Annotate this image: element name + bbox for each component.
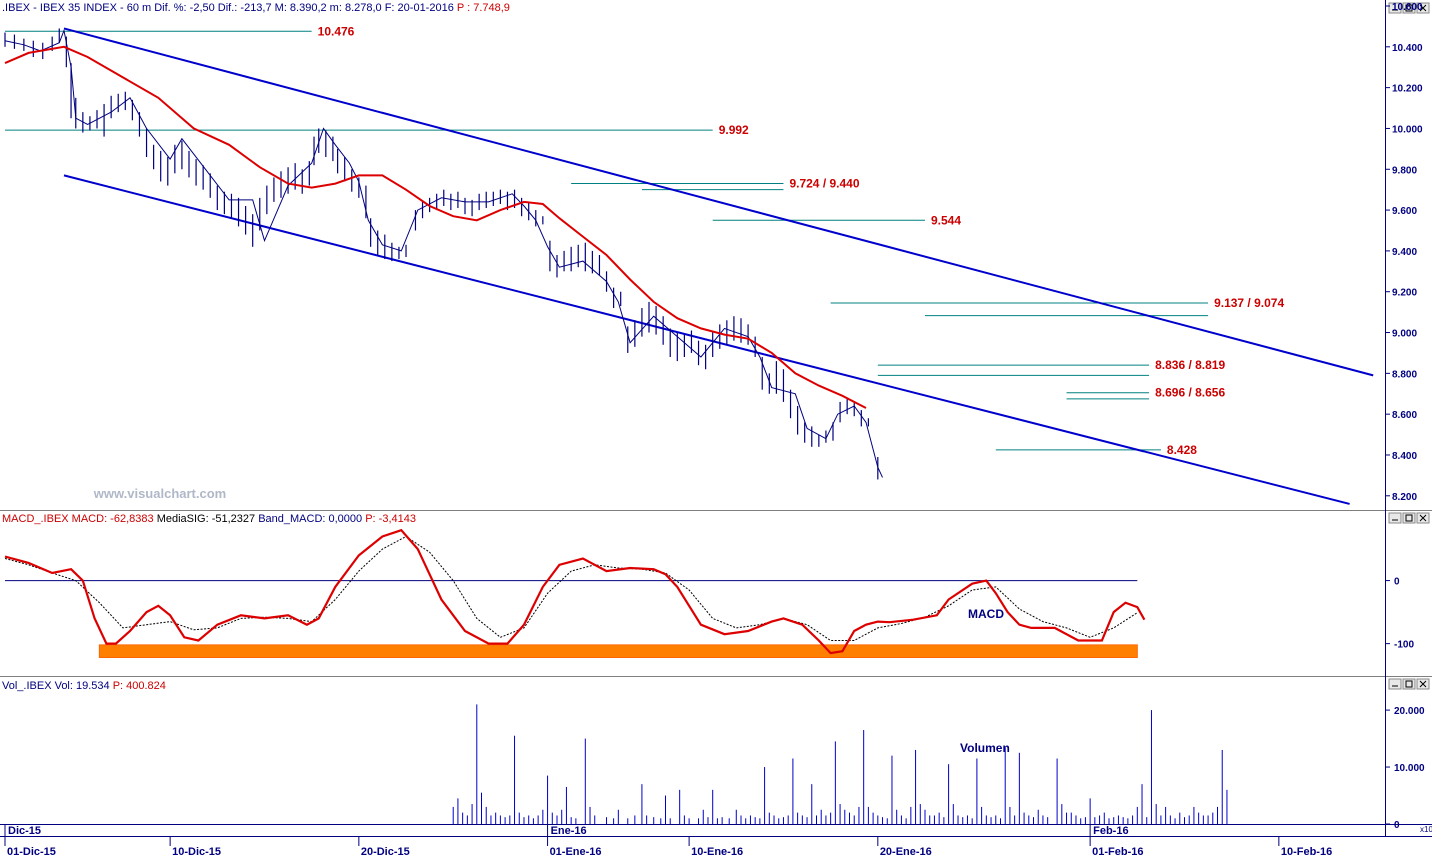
trend-channel-line bbox=[63, 174, 1350, 505]
y-axis-tick-label: 20.000 bbox=[1394, 706, 1425, 717]
close-button[interactable] bbox=[1416, 2, 1430, 14]
close-button[interactable] bbox=[1416, 678, 1430, 690]
macd-chart-area bbox=[4, 528, 1146, 658]
axis-multiplier: x10 bbox=[1420, 825, 1432, 834]
x-axis-month-label: Dic-15 bbox=[8, 825, 41, 837]
macd-panel-header: MACD_.IBEX MACD: -62,8383 MediaSIG: -51,… bbox=[2, 513, 416, 525]
price-series-line bbox=[4, 28, 883, 478]
signal-line bbox=[4, 535, 1138, 641]
volume-header-part: P: 400.824 bbox=[113, 680, 166, 692]
x-axis-tick-label: 01-Dic-15 bbox=[7, 846, 56, 857]
moving-average-line bbox=[4, 45, 867, 409]
y-axis-tick-label: 0 bbox=[1394, 577, 1400, 588]
y-axis-tick-label: 10.000 bbox=[1392, 124, 1423, 135]
y-axis-tick-label: 9.000 bbox=[1392, 329, 1417, 340]
y-axis-tick-label: 10.000 bbox=[1394, 763, 1425, 774]
macd-header-part: Band_MACD: 0,0000 bbox=[258, 513, 362, 525]
x-axis-tick-label: 10-Feb-16 bbox=[1281, 846, 1332, 857]
level-label: 8.428 bbox=[1167, 443, 1197, 457]
minimize-button[interactable] bbox=[1388, 512, 1402, 524]
maximize-button[interactable] bbox=[1402, 512, 1416, 524]
macd-header-part: MediaSIG: -51,2327 bbox=[157, 513, 255, 525]
watermark-text: www.visualchart.com bbox=[93, 486, 226, 501]
maximize-button[interactable] bbox=[1402, 2, 1416, 14]
y-axis-tick-label: -100 bbox=[1394, 640, 1414, 651]
price-header-part: .IBEX - IBEX 35 INDEX - 60 m Dif. %: -2,… bbox=[2, 2, 454, 14]
macd-window-controls bbox=[1388, 512, 1430, 524]
volume-window-controls bbox=[1388, 678, 1430, 690]
level-label: 9.544 bbox=[931, 213, 961, 227]
price-panel-background bbox=[0, 0, 1386, 510]
level-label: 9.992 bbox=[719, 123, 749, 137]
price-panel-header: .IBEX - IBEX 35 INDEX - 60 m Dif. %: -2,… bbox=[2, 2, 510, 14]
y-axis-tick-label: 10.200 bbox=[1392, 84, 1423, 95]
x-axis-tick-label: 01-Ene-16 bbox=[550, 846, 602, 857]
right-value-axis: 10.600 10.400 10.200 10.000 9.800 9.600 9.400 9… bbox=[1385, 2, 1425, 831]
price-header-bar bbox=[0, 0, 1386, 15]
y-axis-tick-label: 9.200 bbox=[1392, 288, 1417, 299]
price-window-controls bbox=[1388, 2, 1430, 14]
price-chart-area: 10.476 9.992 9.724 / 9.440 9.544 9.137 / 9.0… bbox=[4, 24, 1374, 505]
time-axis: Dic-15 Ene-16 Feb-16 01-Dic-15 10-Dic-15 20-D… bbox=[4, 824, 1332, 857]
macd-panel-label: MACD bbox=[968, 607, 1004, 621]
level-label: 10.476 bbox=[318, 24, 355, 38]
y-axis-tick-label: 8.800 bbox=[1392, 369, 1417, 380]
x-axis-tick-label: 10-Dic-15 bbox=[172, 846, 221, 857]
macd-header-part: MACD_.IBEX MACD: -62,8383 bbox=[2, 513, 154, 525]
x-axis-tick-label: 20-Ene-16 bbox=[880, 846, 932, 857]
volume-chart-area bbox=[452, 704, 1228, 824]
level-label: 9.137 / 9.074 bbox=[1214, 296, 1284, 310]
y-axis-tick-label: 9.800 bbox=[1392, 165, 1417, 176]
oversold-zone bbox=[98, 644, 1138, 658]
level-label: 8.696 / 8.656 bbox=[1155, 386, 1225, 400]
x-axis-month-label: Ene-16 bbox=[551, 825, 587, 837]
y-axis-tick-label: 0 bbox=[1394, 820, 1400, 831]
minimize-button[interactable] bbox=[1388, 2, 1402, 14]
close-button[interactable] bbox=[1416, 512, 1430, 524]
macd-header-part: P: -3,4143 bbox=[365, 513, 416, 525]
trend-channel-line bbox=[63, 27, 1374, 377]
y-axis-tick-label: 8.400 bbox=[1392, 451, 1417, 462]
x-axis-tick-label: 01-Feb-16 bbox=[1092, 846, 1143, 857]
y-axis-tick-label: 10.400 bbox=[1392, 43, 1423, 54]
volume-panel-label: Volumen bbox=[960, 741, 1010, 755]
x-axis-month-label: Feb-16 bbox=[1093, 825, 1128, 837]
y-axis-tick-label: 10.600 bbox=[1392, 2, 1423, 13]
y-axis-tick-label: 9.400 bbox=[1392, 247, 1417, 258]
level-label: 9.724 / 9.440 bbox=[789, 177, 859, 191]
x-axis-tick-label: 10-Ene-16 bbox=[691, 846, 743, 857]
minimize-button[interactable] bbox=[1388, 678, 1402, 690]
volume-panel-header: Vol_.IBEX Vol: 19.534 P: 400.824 bbox=[2, 680, 166, 692]
macd-line bbox=[4, 528, 1146, 655]
y-axis-tick-label: 9.600 bbox=[1392, 206, 1417, 217]
y-axis-tick-label: 8.600 bbox=[1392, 410, 1417, 421]
volume-header-part: Vol_.IBEX Vol: 19.534 bbox=[2, 680, 110, 692]
maximize-button[interactable] bbox=[1402, 678, 1416, 690]
price-header-part: P : 7.748,9 bbox=[457, 2, 510, 14]
x-axis-tick-label: 20-Dic-15 bbox=[361, 846, 410, 857]
y-axis-tick-label: 8.200 bbox=[1392, 492, 1417, 503]
level-label: 8.836 / 8.819 bbox=[1155, 358, 1225, 372]
